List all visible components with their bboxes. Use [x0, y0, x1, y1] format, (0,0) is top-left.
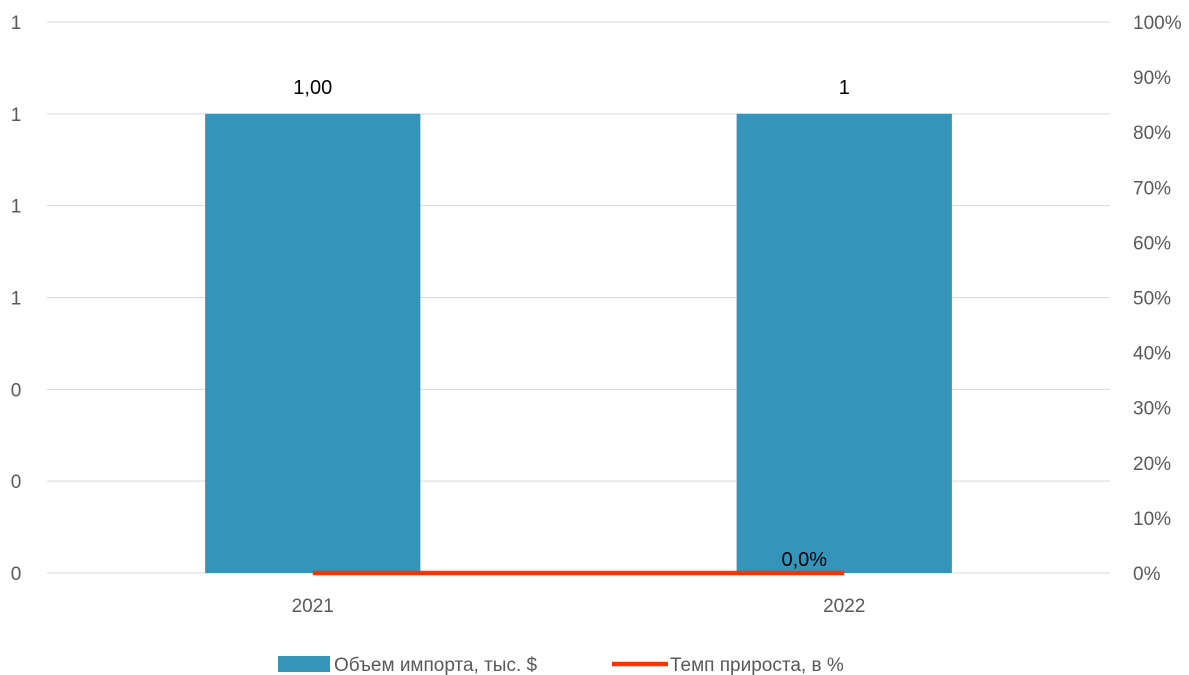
x-axis-tick-label: 2021 — [292, 596, 334, 617]
right-axis-tick-label: 20% — [1133, 454, 1171, 475]
right-axis-tick-label: 10% — [1133, 509, 1171, 530]
bar-2021 — [205, 113, 421, 573]
right-axis-tick-label: 0% — [1133, 564, 1161, 585]
right-axis-tick-label: 30% — [1133, 399, 1171, 420]
x-axis-tick-label: 2022 — [823, 596, 865, 617]
right-axis-tick-label: 50% — [1133, 289, 1171, 310]
right-axis-tick-label: 100% — [1133, 13, 1182, 34]
bar-data-label: 1 — [839, 77, 850, 99]
legend-swatch-import-volume — [278, 656, 330, 672]
left-axis-tick-labels: 0 0 0 1 1 1 1 — [11, 13, 22, 585]
left-axis-tick-label: 0 — [11, 564, 22, 585]
legend: Объем импорта, тыс. $ Темп прироста, в % — [278, 655, 844, 675]
legend-label-import-volume: Объем импорта, тыс. $ — [334, 655, 538, 675]
right-axis-tick-label: 80% — [1133, 123, 1171, 144]
right-axis-tick-label: 90% — [1133, 68, 1171, 89]
x-axis-tick-labels: 2021 2022 — [292, 596, 866, 617]
right-axis-tick-label: 70% — [1133, 178, 1171, 199]
left-axis-tick-label: 0 — [11, 472, 22, 493]
bar-2022 — [736, 113, 952, 573]
left-axis-tick-label: 1 — [11, 197, 22, 218]
left-axis-tick-label: 1 — [11, 105, 22, 126]
data-labels: 1,00 1 0,0% — [293, 77, 850, 571]
line-data-label: 0,0% — [781, 549, 827, 571]
bar-series — [205, 113, 952, 573]
left-axis-tick-label: 1 — [11, 13, 22, 34]
right-axis-tick-label: 40% — [1133, 344, 1171, 365]
left-axis-tick-label: 1 — [11, 289, 22, 310]
bar-data-label: 1,00 — [293, 77, 332, 99]
right-axis-tick-label: 60% — [1133, 233, 1171, 254]
legend-label-growth-rate: Темп прироста, в % — [670, 655, 844, 675]
right-axis-tick-labels: 0% 10% 20% 30% 40% 50% 60% 70% 80% 90% 100% — [1133, 13, 1182, 585]
left-axis-tick-label: 0 — [11, 380, 22, 401]
